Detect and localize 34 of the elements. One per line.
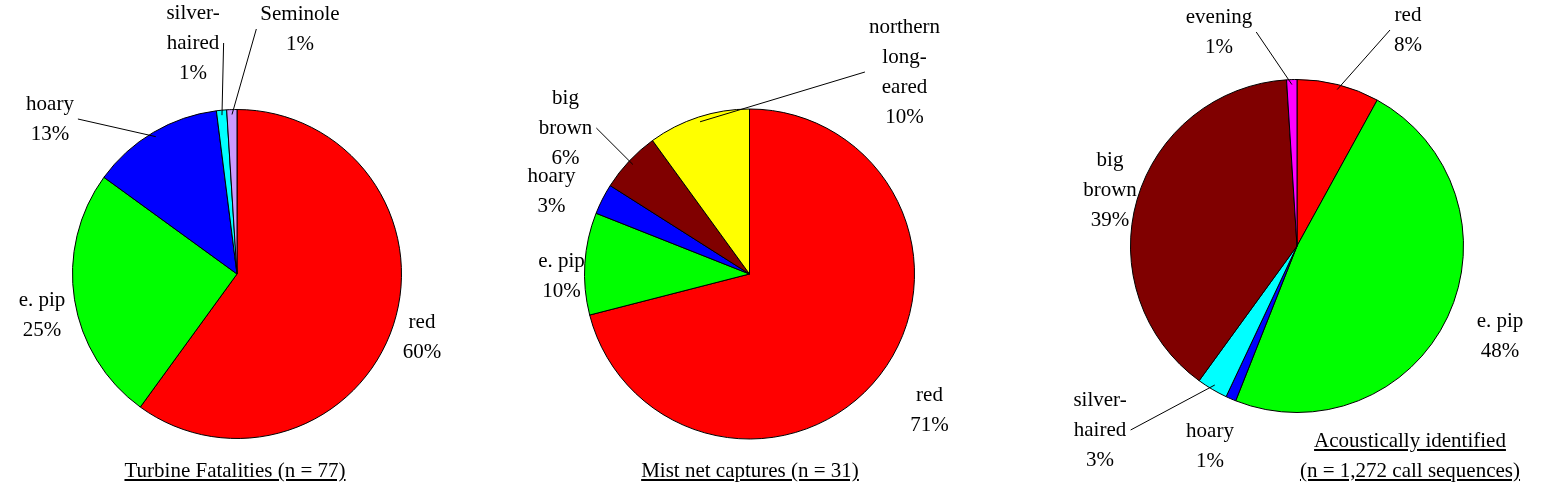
- slice-label: red: [408, 308, 436, 333]
- data-label: 10%: [885, 103, 924, 128]
- data-label: 71%: [910, 411, 949, 436]
- slice-label: e. pip: [1476, 307, 1524, 332]
- slice-label: silver-haired: [166, 0, 220, 54]
- data-label: 6%: [551, 144, 580, 169]
- data-label: 13%: [30, 120, 70, 145]
- slice-label: big brown: [538, 84, 593, 139]
- slice-label: big brown: [1083, 146, 1138, 201]
- data-label: 3%: [1086, 446, 1114, 471]
- slice-label: northern long-eared: [868, 13, 941, 98]
- data-label: 8%: [1394, 31, 1422, 56]
- data-label: 10%: [542, 277, 581, 302]
- text: Acoustically identified (n = 1,272 call sequences): [1299, 427, 1521, 484]
- text: Mist net captures (n = 31): [640, 457, 860, 484]
- data-label: 1%: [1205, 33, 1233, 58]
- data-label: 39%: [1090, 206, 1130, 231]
- data-label: 1%: [179, 59, 207, 84]
- slice-label: silver-haired: [1073, 386, 1127, 441]
- slice-label: e. pip: [18, 286, 66, 311]
- data-label: 1%: [286, 30, 314, 55]
- data-label: 60%: [402, 338, 442, 363]
- data-label: 3%: [537, 192, 566, 217]
- data-label: 25%: [22, 316, 62, 341]
- slice-label: e. pip: [538, 247, 585, 272]
- slice-label: hoary: [1186, 417, 1235, 442]
- slice-label: evening: [1185, 3, 1253, 28]
- data-label: 1%: [1196, 447, 1224, 472]
- slice-label: Seminole: [260, 0, 340, 25]
- data-label: 48%: [1480, 337, 1520, 362]
- text: Turbine Fatalities (n = 77): [123, 457, 347, 484]
- slice-label: red: [1394, 1, 1422, 26]
- slice-label: hoary: [26, 90, 75, 115]
- slice-label: red: [916, 381, 944, 406]
